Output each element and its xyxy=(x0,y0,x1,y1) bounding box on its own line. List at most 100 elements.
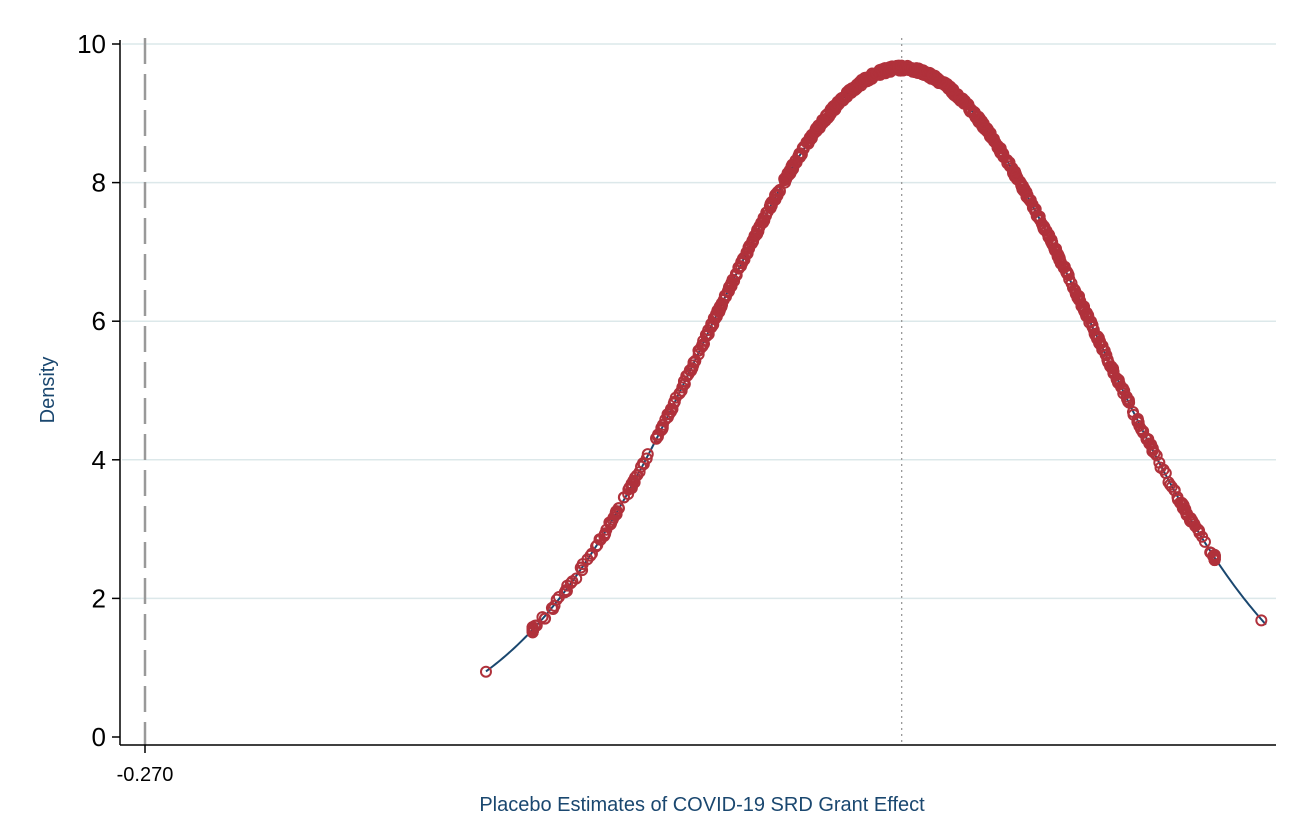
placebo-estimate-marker xyxy=(846,82,859,95)
placebo-estimate-marker xyxy=(559,584,572,597)
placebo-estimate-marker xyxy=(1198,535,1211,548)
placebo-estimate-marker xyxy=(883,61,896,74)
placebo-estimate-marker xyxy=(689,354,702,367)
placebo-estimate-marker xyxy=(538,612,551,625)
placebo-estimate-marker xyxy=(829,98,842,111)
x-tick-label: -0.270 xyxy=(117,764,174,786)
placebo-estimate-marker xyxy=(1179,503,1192,516)
placebo-estimate-marker xyxy=(600,523,613,536)
placebo-estimate-marker xyxy=(696,340,709,353)
placebo-estimate-marker xyxy=(682,368,695,381)
y-tick-label: 0 xyxy=(92,722,106,752)
placebo-estimate-marker xyxy=(977,117,990,130)
placebo-estimate-marker xyxy=(676,381,689,394)
placebo-estimate-marker xyxy=(994,142,1007,155)
placebo-estimate-marker xyxy=(1140,433,1153,446)
y-tick-label: 4 xyxy=(92,445,106,475)
y-tick-label: 6 xyxy=(92,306,106,336)
placebo-estimate-marker xyxy=(591,539,604,552)
placebo-estimate-marker xyxy=(902,62,915,75)
placebo-estimate-marker xyxy=(1016,183,1029,196)
placebo-estimate-marker xyxy=(1133,420,1146,433)
placebo-estimate-marker xyxy=(963,103,976,116)
placebo-estimate-marker xyxy=(771,185,784,198)
placebo-estimate-marker xyxy=(687,356,700,369)
y-tick-label: 8 xyxy=(92,168,106,198)
placebo-estimate-marker xyxy=(1073,290,1086,303)
placebo-marker-layer xyxy=(479,59,1268,678)
placebo-estimate-marker xyxy=(590,540,603,553)
placebo-estimate-marker xyxy=(797,142,810,155)
placebo-estimate-marker xyxy=(956,95,969,108)
placebo-estimate-marker xyxy=(883,65,896,78)
placebo-estimate-marker xyxy=(778,174,791,187)
placebo-estimate-marker xyxy=(1255,614,1268,627)
placebo-estimate-marker xyxy=(1208,552,1221,565)
placebo-estimate-marker xyxy=(1032,210,1045,223)
placebo-estimate-marker xyxy=(694,342,707,355)
placebo-estimate-marker xyxy=(724,278,737,291)
placebo-estimate-marker xyxy=(1122,395,1135,408)
placebo-estimate-marker xyxy=(1131,412,1144,425)
placebo-estimate-marker xyxy=(479,665,492,678)
placebo-estimate-marker xyxy=(1026,201,1039,214)
placebo-estimate-marker xyxy=(732,261,745,274)
placebo-estimate-marker xyxy=(868,69,881,82)
placebo-estimate-marker xyxy=(1058,260,1071,273)
y-tick-label: 2 xyxy=(92,583,106,613)
placebo-estimate-marker xyxy=(1159,467,1172,480)
placebo-estimate-marker xyxy=(1107,367,1120,380)
placebo-estimate-marker xyxy=(978,123,991,136)
placebo-estimate-marker xyxy=(664,403,677,416)
placebo-estimate-marker xyxy=(1100,349,1113,362)
placebo-estimate-marker xyxy=(673,386,686,399)
tick-labels: 0 2 4 6 8 10 -0.270 xyxy=(77,29,173,786)
placebo-estimate-marker xyxy=(812,119,825,132)
placebo-estimate-marker xyxy=(1089,329,1102,342)
y-axis-title: Density xyxy=(37,357,59,424)
axes xyxy=(112,40,1276,753)
placebo-estimate-marker xyxy=(575,561,588,574)
placebo-estimate-marker xyxy=(681,369,694,382)
placebo-estimate-marker xyxy=(760,206,773,219)
placebo-estimate-marker xyxy=(1150,449,1163,462)
placebo-estimate-marker xyxy=(526,621,539,634)
placebo-estimate-marker xyxy=(735,255,748,268)
placebo-estimate-marker xyxy=(795,148,808,161)
placebo-estimate-marker xyxy=(945,83,958,96)
placebo-estimate-marker xyxy=(1110,373,1123,386)
placebo-estimate-marker xyxy=(810,122,823,135)
placebo-estimate-marker xyxy=(628,476,641,489)
placebo-estimate-marker xyxy=(870,67,883,80)
placebo-estimate-marker xyxy=(741,247,754,260)
placebo-estimate-marker xyxy=(705,317,718,330)
placebo-estimate-marker xyxy=(835,91,848,104)
placebo-estimate-marker xyxy=(1003,156,1016,169)
placebo-estimate-marker xyxy=(926,69,939,82)
placebo-estimate-marker xyxy=(655,422,668,435)
placebo-estimate-marker xyxy=(1080,309,1093,322)
placebo-estimate-marker xyxy=(547,603,560,616)
placebo-estimate-marker xyxy=(622,483,635,496)
y-tick-label: 10 xyxy=(77,29,106,59)
placebo-estimate-marker xyxy=(1171,493,1184,506)
placebo-estimate-marker xyxy=(788,158,801,171)
placebo-estimate-marker xyxy=(743,239,756,252)
placebo-estimate-marker xyxy=(821,112,834,125)
x-axis-title: Placebo Estimates of COVID-19 SRD Grant … xyxy=(479,794,925,816)
placebo-estimate-marker xyxy=(584,549,597,562)
placebo-estimate-marker xyxy=(1101,353,1114,366)
placebo-estimate-marker xyxy=(823,110,836,123)
placebo-estimate-marker xyxy=(1015,177,1028,190)
placebo-estimate-marker xyxy=(827,100,840,113)
placebo-estimate-marker xyxy=(715,300,728,313)
placebo-estimate-marker xyxy=(609,506,622,519)
placebo-estimate-marker xyxy=(637,458,650,471)
placebo-estimate-marker xyxy=(1010,168,1023,181)
placebo-estimate-marker xyxy=(855,74,868,87)
placebo-estimate-marker xyxy=(641,448,654,461)
grid-lines xyxy=(122,43,1276,600)
placebo-estimate-marker xyxy=(918,66,931,79)
reference-lines xyxy=(143,38,903,745)
